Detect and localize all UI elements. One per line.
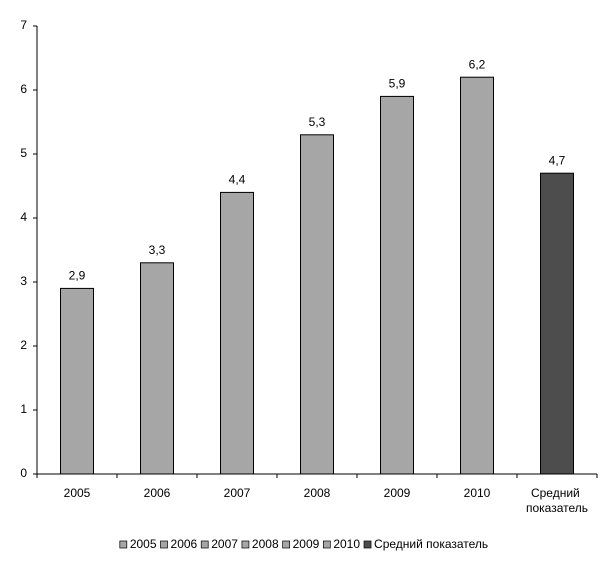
value-label: 3,3 <box>149 243 166 257</box>
legend-swatch <box>322 540 331 549</box>
legend-label: 2008 <box>252 537 279 551</box>
y-tick-label: 1 <box>20 402 27 416</box>
value-label: 5,9 <box>389 77 406 91</box>
value-label: 2,9 <box>69 269 86 283</box>
y-tick-label: 0 <box>20 466 27 480</box>
y-tick-label: 4 <box>20 210 27 224</box>
y-tick-label: 5 <box>20 146 27 160</box>
value-label: 4,4 <box>229 173 246 187</box>
y-tick-label: 6 <box>20 82 27 96</box>
legend-label: 2005 <box>130 537 157 551</box>
x-tick-label: 2007 <box>224 486 251 500</box>
legend-label: 2010 <box>333 537 360 551</box>
legend-label: 2009 <box>293 537 320 551</box>
bar <box>380 95 414 475</box>
legend-label: 2006 <box>171 537 198 551</box>
x-tick-label: 2009 <box>384 486 411 500</box>
bar <box>220 191 254 475</box>
bar <box>60 287 94 475</box>
x-tick-label: Средний показатель <box>526 486 588 515</box>
bar <box>300 134 334 475</box>
bar <box>460 76 494 475</box>
x-tick-label: 2006 <box>144 486 171 500</box>
bar <box>140 262 174 475</box>
legend-swatch <box>119 540 128 549</box>
legend-swatch <box>241 540 250 549</box>
y-tick-label: 7 <box>20 18 27 32</box>
x-tick-label: 2008 <box>304 486 331 500</box>
x-tick-label: 2005 <box>64 486 91 500</box>
legend-swatch <box>160 540 168 549</box>
value-label: 4,7 <box>549 153 566 167</box>
bar <box>540 172 574 475</box>
legend-swatch <box>200 540 209 549</box>
value-label: 6,2 <box>469 57 486 71</box>
value-label: 5,3 <box>309 115 326 129</box>
y-tick-label: 3 <box>20 274 27 288</box>
y-tick-label: 2 <box>20 338 27 352</box>
legend-label: Средний показатель <box>374 537 488 551</box>
x-tick-label: 2010 <box>464 486 491 500</box>
legend-swatch <box>282 540 290 549</box>
legend-label: 2007 <box>211 537 238 551</box>
legend-swatch <box>363 540 372 549</box>
